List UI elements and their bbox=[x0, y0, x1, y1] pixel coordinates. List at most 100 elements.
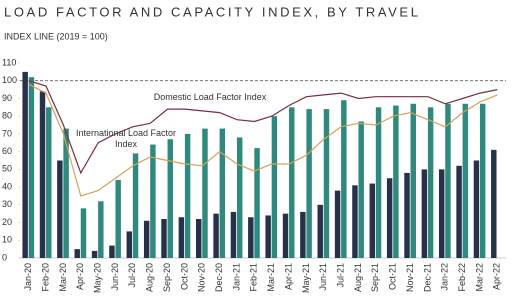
y-tick-label: 10 bbox=[2, 235, 12, 245]
x-tick-label: Sep-21 bbox=[370, 263, 380, 292]
y-tick-label: 90 bbox=[2, 93, 12, 103]
x-tick-label: Nov-21 bbox=[405, 263, 415, 292]
y-tick-label: 60 bbox=[2, 146, 12, 156]
y-tick-label: 110 bbox=[2, 57, 16, 67]
bar bbox=[352, 185, 358, 258]
x-tick-label: Feb-20 bbox=[40, 263, 50, 292]
x-tick-label: Oct-21 bbox=[388, 263, 398, 290]
bar bbox=[369, 183, 376, 258]
y-tick-label: 40 bbox=[2, 181, 12, 191]
x-tick-label: Jul-20 bbox=[127, 263, 137, 288]
chart-title: LOAD FACTOR AND CAPACITY INDEX, BY TRAVE… bbox=[4, 4, 421, 19]
bar bbox=[421, 169, 428, 258]
x-tick-label: Apr-21 bbox=[283, 263, 293, 290]
bar bbox=[178, 217, 185, 258]
bar bbox=[143, 220, 150, 258]
bar bbox=[404, 172, 410, 258]
bar bbox=[323, 109, 330, 258]
bar bbox=[28, 77, 35, 258]
x-tick-label: Dec-20 bbox=[214, 263, 224, 292]
bar bbox=[196, 219, 202, 258]
x-tick-label: Jan-22 bbox=[440, 263, 450, 291]
bar bbox=[22, 71, 28, 258]
bar bbox=[80, 208, 87, 258]
line-label: Domestic Load Factor Index bbox=[153, 92, 267, 102]
bar bbox=[386, 178, 393, 258]
x-tick-label: Jan-21 bbox=[231, 263, 241, 291]
x-tick-label: Jul-21 bbox=[335, 263, 345, 288]
bar bbox=[271, 116, 278, 258]
bar bbox=[462, 103, 469, 258]
bar bbox=[150, 144, 156, 258]
x-tick-label: Mar-21 bbox=[266, 263, 276, 292]
line-label-text: International Load Factor Index bbox=[75, 128, 177, 149]
bar bbox=[126, 231, 133, 258]
x-tick-label: Sep-20 bbox=[162, 263, 172, 292]
bar bbox=[300, 211, 306, 258]
bar bbox=[167, 139, 173, 258]
x-tick-label: Jun-20 bbox=[110, 263, 120, 291]
x-tick-label: Oct-20 bbox=[179, 263, 189, 290]
x-tick-label: Aug-20 bbox=[145, 263, 155, 292]
bar bbox=[393, 105, 399, 258]
x-tick-label: May-21 bbox=[301, 263, 311, 293]
line bbox=[28, 83, 498, 197]
x-tick-label: Apr-20 bbox=[75, 263, 85, 290]
bar bbox=[282, 213, 289, 258]
x-tick-label: Dec-21 bbox=[422, 263, 432, 292]
line-label: International Load Factor Index bbox=[75, 128, 177, 149]
x-tick-label: Feb-22 bbox=[457, 263, 467, 292]
y-tick-label: 0 bbox=[2, 252, 7, 262]
bar bbox=[236, 137, 243, 258]
bar bbox=[219, 128, 226, 258]
y-tick-label: 20 bbox=[2, 217, 12, 227]
y-tick-label: 30 bbox=[2, 199, 12, 209]
bar bbox=[98, 201, 104, 258]
chart-subtitle: INDEX LINE (2019 = 100) bbox=[4, 31, 108, 41]
bar bbox=[74, 249, 80, 258]
x-tick-label: Nov-20 bbox=[197, 263, 207, 292]
bar bbox=[213, 213, 219, 258]
bar bbox=[317, 204, 323, 258]
bar bbox=[306, 109, 312, 258]
bar bbox=[410, 103, 416, 258]
bar bbox=[109, 245, 115, 258]
bar bbox=[445, 103, 451, 258]
bar bbox=[63, 128, 69, 258]
x-tick-label: Jun-21 bbox=[318, 263, 328, 291]
bar bbox=[334, 190, 341, 258]
bar bbox=[375, 107, 382, 259]
bar bbox=[341, 100, 347, 259]
bar bbox=[161, 219, 167, 258]
bar bbox=[202, 128, 208, 258]
x-tick-label: Aug-21 bbox=[353, 263, 363, 292]
bar bbox=[132, 153, 139, 258]
line-label-text: Domestic Load Factor Index bbox=[153, 92, 267, 102]
bar bbox=[439, 169, 445, 258]
x-tick-label: Apr-22 bbox=[492, 263, 502, 290]
bar bbox=[91, 250, 98, 258]
x-tick-label: May-20 bbox=[92, 263, 102, 293]
x-tick-label: Feb-21 bbox=[249, 263, 259, 292]
bar bbox=[479, 103, 486, 258]
y-tick-label: 100 bbox=[2, 75, 17, 85]
bar bbox=[39, 91, 46, 258]
bar bbox=[289, 107, 295, 259]
bar bbox=[456, 165, 462, 258]
bar bbox=[57, 160, 63, 258]
bar bbox=[254, 148, 260, 258]
bar bbox=[427, 107, 434, 259]
bar bbox=[230, 211, 237, 258]
bar bbox=[358, 121, 364, 258]
y-tick-label: 50 bbox=[2, 164, 12, 174]
bar bbox=[265, 215, 271, 258]
bar bbox=[473, 160, 480, 258]
y-tick-label: 70 bbox=[2, 128, 12, 138]
bar bbox=[46, 107, 52, 259]
bar bbox=[184, 133, 191, 258]
y-tick-label: 80 bbox=[2, 111, 12, 121]
bar bbox=[248, 217, 254, 258]
x-tick-label: Jan-20 bbox=[23, 263, 33, 291]
